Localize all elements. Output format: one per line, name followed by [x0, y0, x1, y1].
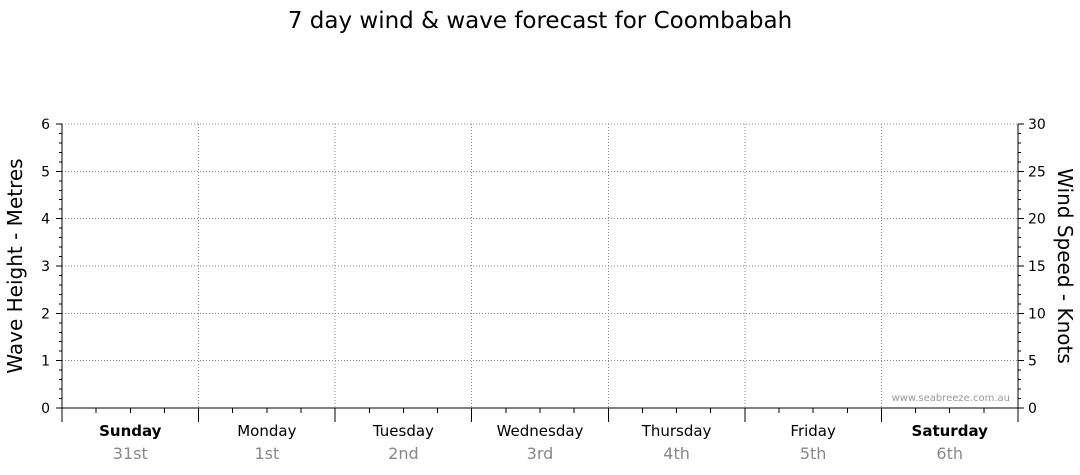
day-label: Thursday: [641, 422, 712, 440]
y-tick-label-left: 3: [41, 259, 50, 275]
y-tick-label-right: 15: [1028, 259, 1046, 275]
day-label: Saturday: [912, 422, 989, 440]
chart-title: 7 day wind & wave forecast for Coombabah: [287, 8, 793, 34]
axis-layer: [56, 123, 1024, 422]
date-label: 4th: [663, 444, 690, 463]
y-axis-title-right: Wind Speed - Knots: [1053, 168, 1077, 364]
y-axis-title-left: Wave Height - Metres: [3, 158, 27, 373]
date-label: 31st: [113, 444, 148, 463]
day-label: Wednesday: [497, 422, 584, 440]
date-label: 6th: [936, 444, 963, 463]
y-tick-label-right: 30: [1028, 117, 1046, 133]
date-label: 1st: [254, 444, 279, 463]
date-label: 5th: [800, 444, 827, 463]
y-tick-label-left: 5: [41, 164, 50, 180]
grid-layer: [62, 123, 1018, 408]
date-label: 2nd: [388, 444, 418, 463]
day-label: Sunday: [99, 422, 162, 440]
y-tick-label-left: 2: [41, 306, 50, 322]
y-tick-label-left: 4: [41, 212, 50, 228]
y-tick-label-right: 10: [1028, 306, 1046, 322]
y-tick-label-right: 25: [1028, 164, 1046, 180]
watermark: www.seabreeze.com.au: [892, 393, 1010, 404]
day-label: Friday: [790, 422, 836, 440]
y-tick-label-left: 0: [41, 401, 50, 417]
y-tick-label-left: 1: [41, 354, 50, 370]
label-layer: 0 1 2 3 4 5 6 0 5 10 15 20 25 30 Sunday 31st Monday 1st Tu…: [41, 117, 1046, 463]
date-label: 3rd: [527, 444, 554, 463]
y-tick-label-right: 20: [1028, 212, 1046, 228]
day-label: Tuesday: [372, 422, 434, 440]
y-tick-label-right: 5: [1028, 354, 1037, 370]
y-tick-label-left: 6: [41, 117, 50, 133]
day-label: Monday: [237, 422, 296, 440]
y-tick-label-right: 0: [1028, 401, 1037, 417]
